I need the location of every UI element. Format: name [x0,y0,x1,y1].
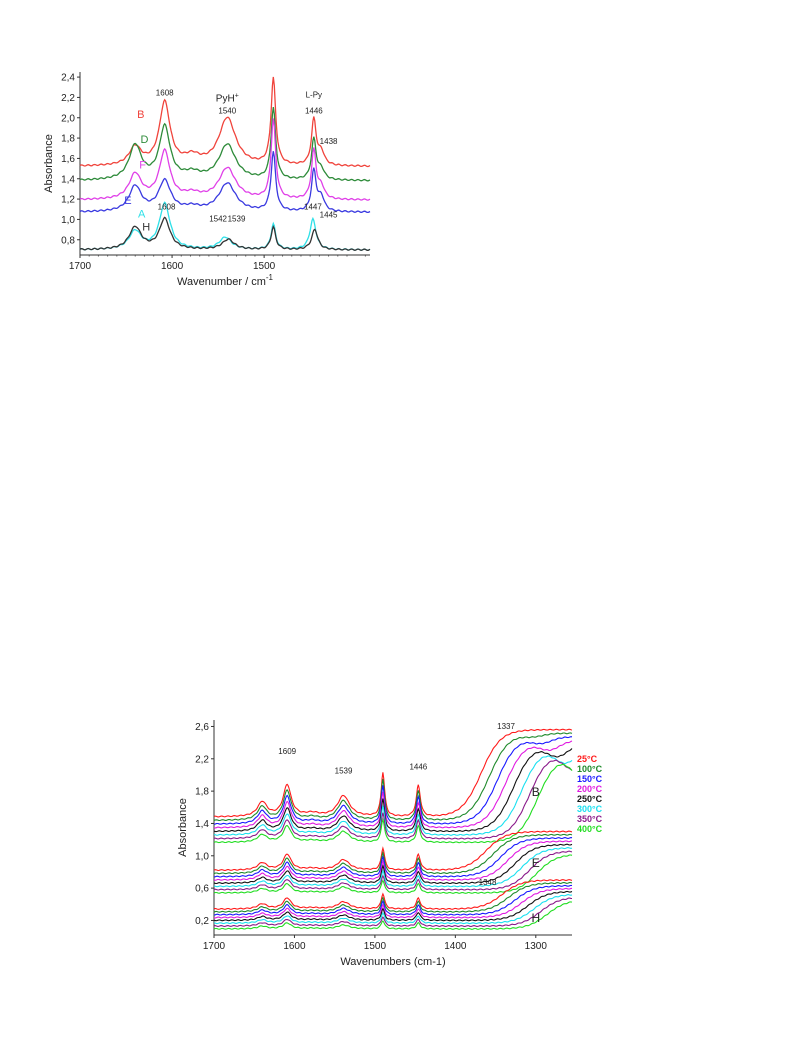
y-tick-label: 2,4 [61,73,75,84]
y-axis-label: Absorbance [177,798,189,857]
group-label-B: B [532,785,540,799]
series-line-H [79,216,371,251]
series-line-B-6 [213,759,573,840]
series-line-E-4 [213,843,573,885]
series-label-B: B [137,109,144,121]
series-label-A: A [138,208,146,220]
legend-entry: 350°C [577,814,603,824]
series-line-B-2 [213,736,573,825]
x-tick-label: 1600 [283,941,306,952]
series-label-H: H [142,222,150,234]
peak-annotation: 1608 [158,202,176,211]
x-tick-label: 1300 [525,941,548,952]
series-line-H-3 [213,887,573,919]
series-line-H-4 [213,890,573,922]
y-tick-label: 2,0 [61,113,75,124]
legend-entry: 200°C [577,784,603,794]
y-tick-label: 2,2 [61,93,75,104]
x-tick-label: 1600 [161,261,184,272]
peak-annotation: 1446 [305,107,323,116]
legend-entry: 300°C [577,804,603,814]
y-tick-label: 1,0 [61,215,75,226]
series-line-F [79,118,371,201]
series-line-H-7 [213,901,573,930]
series-line-H-1 [213,881,573,913]
y-tick-label: 0,8 [61,235,75,246]
series-line-B-3 [213,740,573,829]
series-label-D: D [140,134,148,146]
peak-annotation: 1446 [409,762,427,771]
peak-annotation: 1539 [335,766,353,775]
peak-annotation: 1539 [228,214,246,223]
chart-temperature-series: 0,2 0,6 1,0 1,4 1,8 2,2 2,6 1700 1600 1500 1400 130… [177,720,603,968]
x-tick-label: 1700 [203,941,226,952]
series-line-D [79,107,371,182]
peak-annotation: 1438 [320,137,338,146]
series-line-B-5 [213,755,573,836]
series-line-E-6 [213,850,573,891]
series-line-E-7 [213,854,573,894]
y-tick-label: 1,8 [195,787,209,798]
group-label-H: H [531,911,540,925]
x-tick-label: 1500 [364,941,387,952]
peak-annotation: 1542 [209,214,227,223]
y-axis-label: Absorbance [43,134,55,193]
y-tick-label: 0,2 [195,916,209,927]
x-tick-label: 1400 [444,941,467,952]
series-line-B-1 [213,732,573,822]
series-line-B-7 [213,763,573,844]
series-line-E-3 [213,840,573,881]
series-line-B-0 [213,728,573,818]
peak-annotation: 1348 [479,878,497,887]
x-tick-label: 1700 [69,261,92,272]
series-line-H-0 [213,879,573,910]
group-label-E: E [532,856,540,870]
series-line-E-1 [213,833,573,875]
legend-entry: 250°C [577,794,603,804]
series-line-E [79,151,371,214]
y-tick-label: 1,2 [61,195,75,206]
series-line-E-0 [213,830,573,872]
series-line-H-5 [213,894,573,925]
series-line-B-4 [213,748,573,833]
legend-entry: 150°C [577,774,603,784]
series-line-H-2 [213,884,573,916]
legend-entry: 25°C [577,754,598,764]
series-line-B [79,76,371,168]
y-tick-label: 2,2 [195,754,209,765]
x-axis-label-exponent: -1 [266,273,274,282]
peak-annotation: 1337 [497,722,515,731]
y-tick-label: 1,0 [195,851,209,862]
x-axis-label: Wavenumber / cm-1 [177,273,274,288]
legend-entry: 100°C [577,764,603,774]
x-tick-label: 1500 [253,261,276,272]
y-tick-label: 1,4 [61,174,75,185]
peak-annotation: 1540 [218,107,236,116]
y-tick-label: 1,8 [61,134,75,145]
peak-annotation: 1445 [320,210,338,219]
y-tick-label: 0,6 [195,884,209,895]
y-tick-label: 1,6 [61,154,75,165]
peak-annotation: 1608 [156,88,174,97]
series-line-H-6 [213,897,572,927]
peak-annotation: L-Py [306,90,322,99]
series-line-E-2 [213,837,573,878]
y-tick-label: 1,4 [195,819,209,830]
series-line-E-5 [213,847,573,888]
series-label-F: F [139,160,146,172]
x-axis-label: Wavenumbers (cm-1) [340,956,445,968]
annotation-superscript: + [235,92,239,99]
series-label-E: E [124,195,131,207]
peak-annotation: PyH+ [216,92,239,104]
chart-pyridine-adsorption: 0,8 1,0 1,2 1,4 1,6 1,8 2,0 2,2 2,4 1700 1600 1500W… [43,72,371,288]
legend-entry: 400°C [577,824,603,834]
y-tick-label: 2,6 [195,722,209,733]
peak-annotation: 1447 [304,202,322,211]
peak-annotation: 1609 [278,747,296,756]
